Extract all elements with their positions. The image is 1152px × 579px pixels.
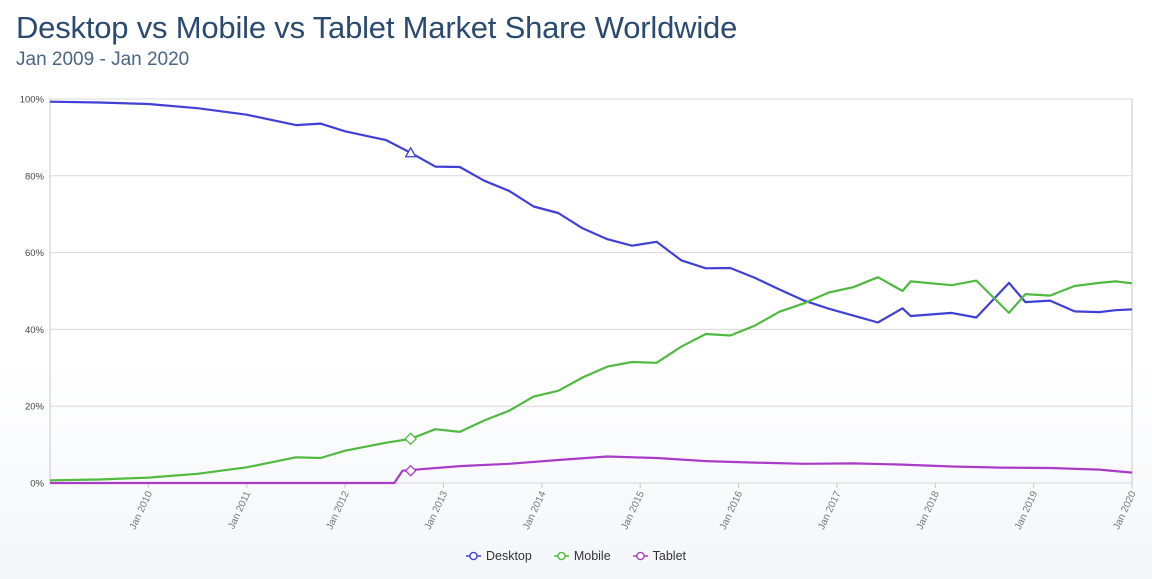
x-tick-label: Jan 2010 (128, 489, 156, 531)
x-tick-label: Jan 2016 (718, 489, 746, 531)
legend-item-tablet[interactable]: Tablet (632, 549, 687, 563)
series-lines (49, 100, 1133, 485)
x-axis: Jan 2010 Jan 2011 Jan 2012 Jan 2013 Jan 2014… (128, 483, 1139, 532)
x-tick-label: Jan 2013 (423, 489, 451, 531)
series-line-desktop[interactable] (49, 100, 1133, 324)
tablet-marker (404, 464, 417, 477)
legend-item-desktop[interactable]: Desktop (465, 549, 532, 563)
mobile-legend-icon (553, 551, 569, 561)
series-line-mobile[interactable] (49, 276, 1133, 482)
legend-label-mobile: Mobile (573, 549, 611, 563)
plot-frame (49, 98, 1133, 484)
legend-label-tablet: Tablet (652, 549, 687, 563)
legend-item-mobile[interactable]: Mobile (553, 549, 611, 563)
legend-label-desktop: Desktop (485, 549, 532, 563)
line-chart: 0%20%40%60%80%100% Jan 2010 Jan 2011 Jan 2… (20, 95, 1139, 532)
x-tick-label: Jan 2015 (620, 489, 648, 531)
x-tick-label: Jan 2020 (1111, 489, 1139, 531)
chart-subtitle: Jan 2009 - Jan 2020 (16, 49, 190, 70)
x-tick-label: Jan 2014 (521, 489, 549, 531)
x-tick-label: Jan 2019 (1013, 489, 1041, 531)
x-tick-label: Jan 2018 (915, 489, 943, 531)
y-tick-label: 100% (20, 95, 45, 106)
mobile-marker (404, 432, 418, 446)
y-tick-label: 80% (25, 171, 45, 182)
x-tick-label: Jan 2011 (226, 489, 253, 531)
chart-title: Desktop vs Mobile vs Tablet Market Share… (16, 10, 738, 45)
x-tick-label: Jan 2017 (816, 489, 844, 531)
tablet-legend-icon (632, 551, 648, 561)
chart-grid (49, 98, 1133, 484)
y-tick-label: 20% (25, 402, 45, 413)
x-tick-label: Jan 2012 (324, 489, 352, 531)
y-tick-label: 0% (30, 479, 44, 490)
desktop-marker (404, 146, 417, 158)
y-tick-label: 40% (25, 325, 45, 336)
desktop-legend-icon (465, 551, 481, 561)
y-tick-label: 60% (25, 248, 45, 259)
series-line-tablet[interactable] (50, 455, 1133, 485)
y-axis: 0% 20% 40% 60% 80% 100% (20, 95, 45, 490)
chart-legend: Desktop Mobile Tablet (0, 549, 1152, 563)
